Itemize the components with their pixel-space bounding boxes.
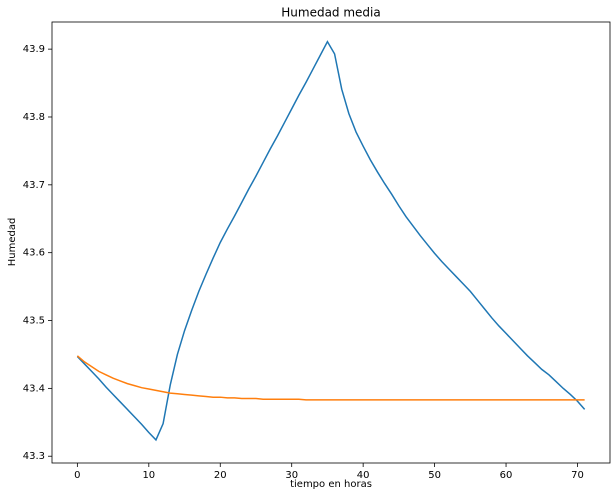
x-tick-label: 40 bbox=[357, 470, 370, 481]
x-tick-label: 70 bbox=[571, 470, 584, 481]
y-tick-label: 43.6 bbox=[23, 248, 45, 259]
x-tick-label: 60 bbox=[500, 470, 513, 481]
x-tick-label: 20 bbox=[214, 470, 227, 481]
y-tick-label: 43.5 bbox=[23, 316, 45, 327]
y-tick-label: 43.7 bbox=[23, 180, 45, 191]
data-line bbox=[76, 355, 585, 401]
y-tick-label: 43.8 bbox=[23, 112, 45, 123]
x-axis-label: tiempo en horas bbox=[290, 479, 372, 490]
y-tick-label: 43.3 bbox=[23, 451, 45, 462]
y-axis-label: Humedad bbox=[7, 218, 18, 267]
x-tick-label: 0 bbox=[74, 470, 80, 481]
y-tick-label: 43.4 bbox=[23, 383, 45, 394]
x-tick-label: 10 bbox=[142, 470, 155, 481]
x-tick-label: 50 bbox=[428, 470, 441, 481]
data-line bbox=[76, 40, 586, 442]
plot-frame bbox=[51, 21, 611, 464]
chart-title: Humedad media bbox=[281, 6, 380, 20]
y-tick-label: 43.9 bbox=[23, 44, 45, 55]
x-tick-label: 30 bbox=[285, 470, 298, 481]
